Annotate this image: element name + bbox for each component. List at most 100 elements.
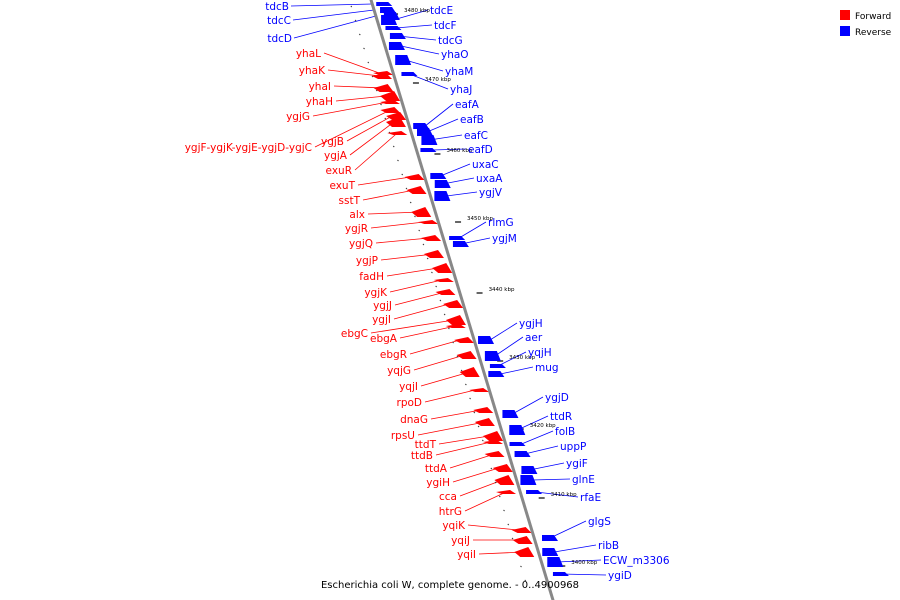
minor-tick: [524, 579, 527, 582]
forward-gene-feature: [443, 300, 464, 308]
gene-features: [372, 2, 569, 576]
forward-gene-feature: [432, 263, 453, 273]
forward-gene-feature: [372, 73, 393, 79]
minor-tick: [367, 61, 370, 64]
minor-tick: [431, 271, 433, 274]
minor-tick: [380, 103, 382, 106]
reverse-gene-feature: [389, 33, 406, 39]
reverse-leader-line: [293, 15, 376, 39]
forward-leader-line: [409, 339, 461, 355]
forward-gene-label: ygjJ: [373, 300, 392, 312]
forward-leader-line: [435, 441, 492, 456]
forward-gene-label: ttdT: [415, 439, 437, 451]
forward-gene-feature: [496, 490, 517, 494]
reverse-leader-line: [536, 491, 579, 498]
reverse-gene-feature: [449, 236, 466, 240]
minor-tick: [439, 299, 442, 302]
kbp-label: 3480 kbp: [404, 8, 430, 14]
genome-axis: [369, 0, 555, 600]
forward-leader-line: [380, 253, 435, 261]
reverse-leader-line: [446, 191, 478, 197]
reverse-gene-feature: [547, 557, 564, 567]
forward-gene-label: ttdB: [411, 450, 433, 462]
reverse-leader-line: [497, 351, 527, 367]
forward-gene-label: cca: [439, 491, 457, 503]
reverse-gene-label: tdcD: [267, 33, 292, 45]
kbp-label: 3470 kbp: [425, 77, 451, 83]
forward-gene-feature: [474, 418, 495, 426]
reverse-gene-label: tdcB: [265, 1, 289, 13]
minor-tick: [375, 89, 378, 92]
reverse-gene-feature: [421, 135, 438, 145]
forward-gene-label: yhaH: [306, 96, 333, 108]
reverse-gene-feature: [484, 351, 501, 361]
minor-tick: [397, 159, 399, 162]
minor-tick: [452, 341, 454, 344]
reverse-gene-label: uppP: [560, 441, 586, 453]
forward-leader-line: [394, 291, 446, 306]
forward-gene-feature: [387, 131, 408, 135]
forward-gene-label: yqiJ: [451, 535, 470, 547]
forward-gene-feature: [423, 250, 444, 258]
forward-gene-feature: [445, 315, 466, 325]
reverse-gene-label: ygjV: [479, 187, 503, 199]
reverse-gene-feature: [434, 191, 451, 201]
forward-leader-line: [314, 109, 391, 148]
reverse-gene-label: glnE: [572, 474, 595, 486]
minor-tick: [392, 145, 395, 148]
minor-tick: [418, 229, 421, 232]
forward-gene-label: ebgC: [341, 328, 368, 340]
reverse-gene-label: tdcE: [430, 5, 453, 17]
forward-leader-line: [438, 435, 490, 445]
reverse-leader-line: [532, 478, 571, 481]
legend-reverse-label: Reverse: [855, 28, 892, 38]
forward-gene-feature: [494, 475, 515, 485]
forward-gene-feature: [483, 431, 504, 441]
reverse-gene-label: yhaM: [445, 66, 473, 78]
reverse-gene-label: rlmG: [488, 217, 514, 229]
reverse-gene-label: folB: [555, 426, 575, 438]
forward-leader-line: [362, 189, 415, 201]
reverse-leader-line: [521, 430, 554, 445]
reverse-gene-feature: [430, 173, 447, 179]
reverse-gene-label: tdcF: [434, 20, 457, 32]
forward-gene-feature: [379, 100, 400, 104]
reverse-gene-label: ygjM: [492, 233, 517, 245]
reverse-gene-label: ttdR: [550, 411, 572, 423]
minor-tick: [507, 523, 510, 526]
forward-leader-line: [464, 491, 507, 512]
forward-leader-line: [327, 69, 381, 77]
forward-gene-label: ygjK: [364, 287, 388, 299]
minor-tick: [464, 383, 467, 386]
minor-tick: [490, 467, 493, 470]
reverse-leader-line: [409, 73, 449, 90]
minor-tick: [371, 75, 374, 78]
reverse-gene-feature: [521, 466, 538, 474]
reverse-gene-label: ygiF: [566, 458, 588, 470]
minor-tick: [384, 117, 387, 120]
forward-leader-line: [370, 319, 455, 334]
genome-caption: Escherichia coli W, complete genome. - 0…: [321, 580, 579, 591]
forward-gene-feature: [511, 527, 532, 533]
forward-gene-label: yqjG: [387, 365, 411, 377]
reverse-gene-feature: [452, 241, 469, 247]
forward-gene-label: fadH: [359, 271, 384, 283]
reverse-gene-feature: [489, 364, 506, 368]
forward-gene-label: exuR: [326, 165, 352, 177]
forward-gene-feature: [380, 107, 401, 113]
reverse-leader-line: [557, 559, 602, 563]
reverse-gene-feature: [388, 42, 405, 50]
reverse-leader-line: [489, 322, 518, 341]
reverse-gene-feature: [488, 371, 505, 377]
minor-tick: [503, 509, 505, 512]
minor-tick: [405, 187, 408, 190]
reverse-gene-label: uxaA: [476, 173, 503, 185]
minor-tick: [426, 257, 429, 260]
forward-leader-line: [349, 121, 395, 156]
minor-tick: [494, 481, 497, 484]
forward-gene-label: ygjP: [356, 255, 378, 267]
reverse-gene-label: mug: [535, 362, 559, 374]
minor-tick: [511, 537, 514, 540]
forward-gene-label: ygjG: [286, 111, 310, 123]
forward-gene-feature: [386, 112, 407, 120]
